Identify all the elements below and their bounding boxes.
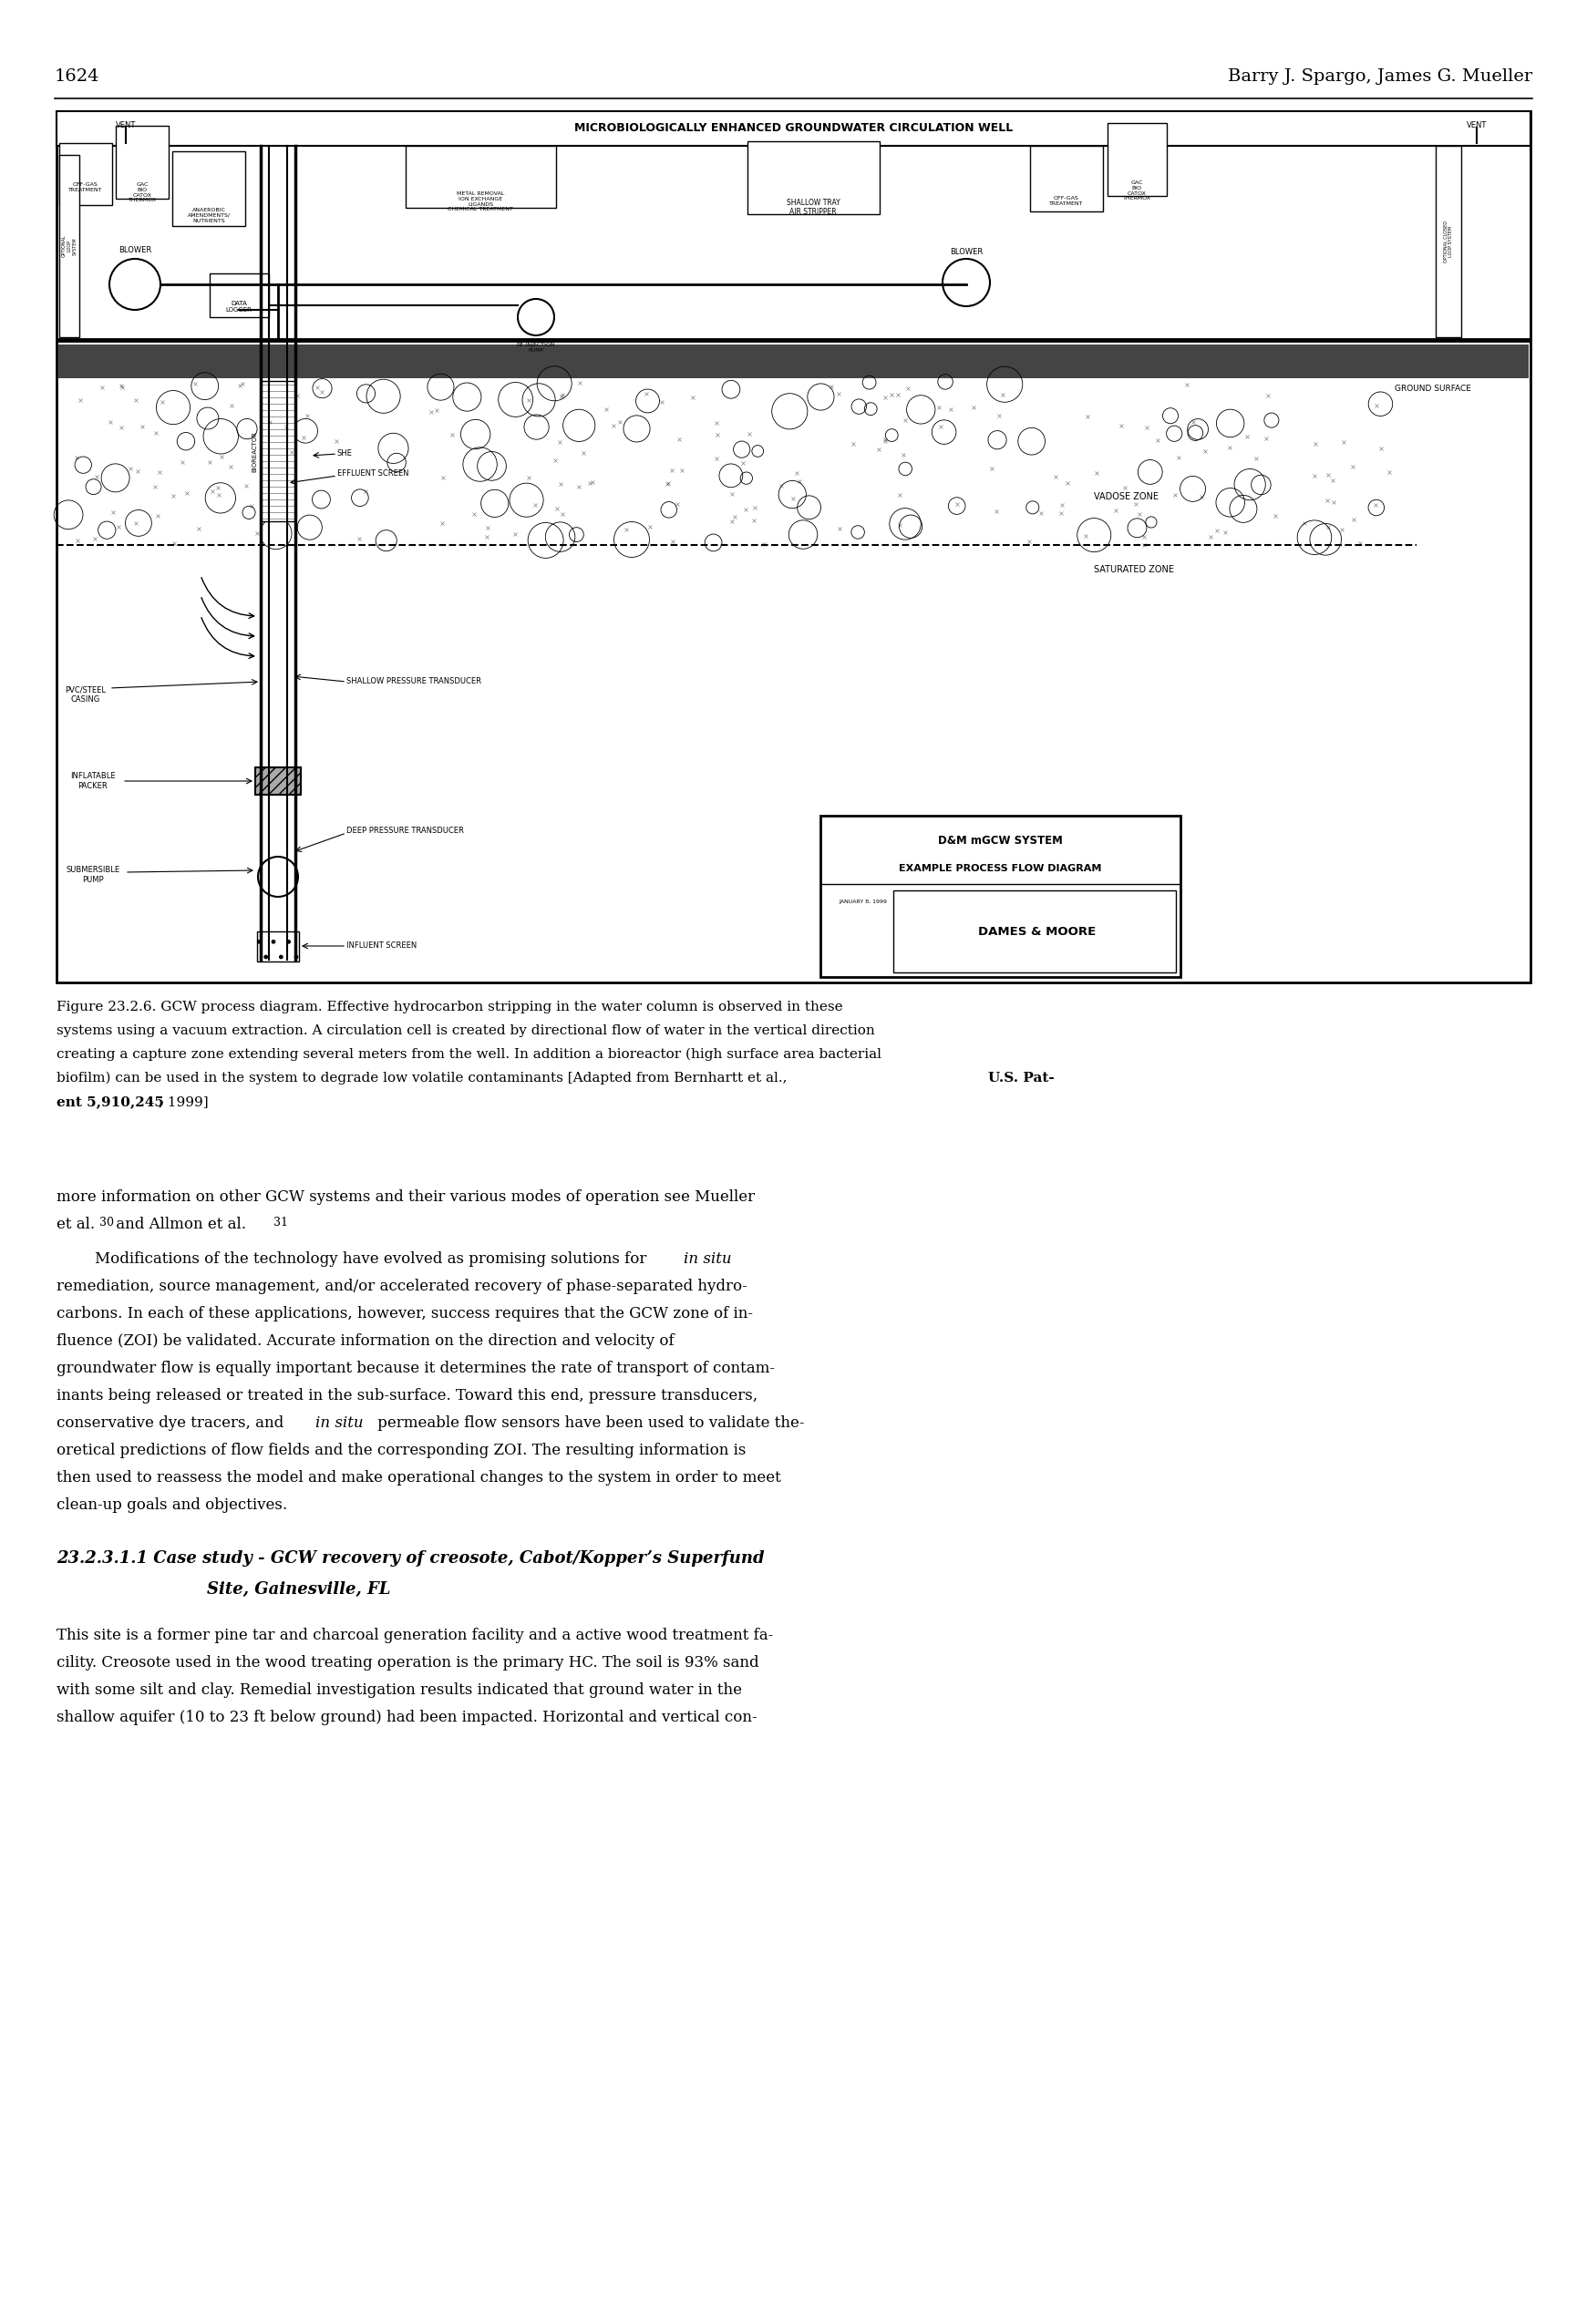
Text: DAMES & MOORE: DAMES & MOORE [978, 925, 1095, 937]
Bar [747, 142, 879, 214]
Text: , 1999]: , 1999] [159, 1095, 208, 1109]
Text: fluence (ZOI) be validated. Accurate information on the direction and velocity o: fluence (ZOI) be validated. Accurate inf… [57, 1334, 674, 1348]
Text: EFFLUENT SCREEN: EFFLUENT SCREEN [338, 469, 409, 479]
Circle shape [943, 258, 990, 307]
Text: OFF-GAS
TREATMENT: OFF-GAS TREATMENT [68, 181, 103, 193]
Text: SUBMERSIBLE
PUMP: SUBMERSIBLE PUMP [67, 867, 121, 883]
Text: GROUND SURFACE: GROUND SURFACE [1395, 383, 1471, 393]
Text: BLOWER: BLOWER [119, 246, 151, 253]
Text: clean-up goals and objectives.: clean-up goals and objectives. [57, 1497, 287, 1513]
Text: INFLUENT SCREEN: INFLUENT SCREEN [346, 941, 417, 951]
Bar [1108, 123, 1166, 195]
Bar [173, 151, 246, 225]
Text: creating a capture zone extending several meters from the well. In addition a bi: creating a capture zone extending severa… [57, 1048, 881, 1062]
Bar [406, 146, 555, 207]
Text: inants being released or treated in the sub-surface. Toward this end, pressure t: inants being released or treated in the … [57, 1387, 757, 1404]
Bar [116, 125, 168, 198]
Text: VADOSE ZONE: VADOSE ZONE [1093, 493, 1159, 502]
Text: GAC
BIO
CATOX
THERMOX: GAC BIO CATOX THERMOX [129, 181, 157, 202]
Text: in situ: in situ [316, 1415, 363, 1432]
Text: permeable flow sensors have been used to validate the-: permeable flow sensors have been used to… [373, 1415, 805, 1432]
Text: 23.2.3.1.1 Case study - GCW recovery of creosote, Cabot/Kopper’s Superfund: 23.2.3.1.1 Case study - GCW recovery of … [57, 1550, 765, 1566]
Bar [1030, 146, 1103, 211]
Text: with some silt and clay. Remedial investigation results indicated that ground wa: with some silt and clay. Remedial invest… [57, 1683, 743, 1699]
Text: ANAEROBIC
AMENDMENTS/
NUTRIENTS: ANAEROBIC AMENDMENTS/ NUTRIENTS [187, 207, 230, 223]
Text: DATA
LOGGER: DATA LOGGER [225, 300, 252, 314]
Text: GAC
BIO
CATOX
THERMOX: GAC BIO CATOX THERMOX [1122, 181, 1151, 200]
Text: 31: 31 [273, 1218, 289, 1229]
Bar [59, 344, 1528, 379]
Text: remediation, source management, and/or accelerated recovery of phase-separated h: remediation, source management, and/or a… [57, 1278, 747, 1294]
Text: Figure 23.2.6. GCW process diagram. Effective hydrocarbon stripping in the water: Figure 23.2.6. GCW process diagram. Effe… [57, 1002, 843, 1013]
Text: MICROBIOLOGICALLY ENHANCED GROUNDWATER CIRCULATION WELL: MICROBIOLOGICALLY ENHANCED GROUNDWATER C… [574, 123, 1013, 135]
Text: OPTIONAL
LOOP
SYSTEM: OPTIONAL LOOP SYSTEM [62, 235, 76, 258]
Text: D&M mGCW SYSTEM: D&M mGCW SYSTEM [938, 834, 1063, 848]
Text: and Allmon et al.: and Allmon et al. [111, 1218, 246, 1232]
Text: more information on other GCW systems and their various modes of operation see M: more information on other GCW systems an… [57, 1190, 755, 1204]
Text: SHE: SHE [338, 449, 352, 458]
Bar [257, 932, 298, 962]
Text: This site is a former pine tar and charcoal generation facility and a active woo: This site is a former pine tar and charc… [57, 1627, 773, 1643]
Text: SHALLOW PRESSURE TRANSDUCER: SHALLOW PRESSURE TRANSDUCER [346, 679, 481, 686]
Circle shape [259, 858, 298, 897]
Text: in situ: in situ [684, 1250, 732, 1267]
Text: oretical predictions of flow fields and the corresponding ZOI. The resulting inf: oretical predictions of flow fields and … [57, 1443, 746, 1457]
Text: SATURATED ZONE: SATURATED ZONE [1093, 565, 1174, 574]
Text: PVC/STEEL
CASING: PVC/STEEL CASING [65, 686, 106, 704]
Bar [59, 156, 79, 337]
Text: 30: 30 [100, 1218, 114, 1229]
Text: systems using a vacuum extraction. A circulation cell is created by directional : systems using a vacuum extraction. A cir… [57, 1025, 874, 1037]
Text: cility. Creosote used in the wood treating operation is the primary HC. The soil: cility. Creosote used in the wood treati… [57, 1655, 759, 1671]
Text: 1624: 1624 [54, 67, 100, 84]
Text: EXAMPLE PROCESS FLOW DIAGRAM: EXAMPLE PROCESS FLOW DIAGRAM [900, 865, 1101, 874]
Text: INFLATABLE
PACKER: INFLATABLE PACKER [70, 772, 116, 790]
Text: then used to reassess the model and make operational changes to the system in or: then used to reassess the model and make… [57, 1471, 781, 1485]
Text: DEEP PRESSURE TRANSDUCER: DEEP PRESSURE TRANSDUCER [346, 827, 463, 834]
Text: shallow aquifer (10 to 23 ft below ground) had been impacted. Horizontal and ver: shallow aquifer (10 to 23 ft below groun… [57, 1710, 757, 1724]
Bar [57, 112, 1530, 146]
Text: OFF-GAS
TREATMENT: OFF-GAS TREATMENT [1049, 195, 1084, 207]
Bar [209, 274, 268, 316]
Text: Modifications of the technology have evolved as promising solutions for: Modifications of the technology have evo… [57, 1250, 651, 1267]
Circle shape [110, 258, 160, 309]
Text: RE-INJECTION
PUMP: RE-INJECTION PUMP [516, 342, 555, 353]
Text: ent 5,910,245: ent 5,910,245 [57, 1095, 163, 1109]
Bar [57, 112, 1530, 983]
Text: VENT: VENT [1466, 121, 1487, 130]
Bar [59, 144, 113, 205]
Text: BLOWER: BLOWER [949, 249, 982, 256]
Text: METAL REMOVAL
ION EXCHANGE
LIGANDS
CHEMICAL TREATMENT: METAL REMOVAL ION EXCHANGE LIGANDS CHEMI… [448, 191, 513, 211]
Text: et al.: et al. [57, 1218, 95, 1232]
Bar [893, 890, 1176, 971]
Circle shape [517, 300, 554, 335]
Text: BIOREACTOR: BIOREACTOR [252, 430, 257, 472]
Text: VENT: VENT [116, 121, 136, 130]
Text: groundwater flow is equally important because it determines the rate of transpor: groundwater flow is equally important be… [57, 1360, 774, 1376]
Bar [1436, 146, 1462, 337]
Text: Site, Gainesville, FL: Site, Gainesville, FL [206, 1580, 390, 1597]
Text: SHALLOW TRAY
AIR STRIPPER: SHALLOW TRAY AIR STRIPPER [786, 198, 840, 216]
Bar [260, 381, 295, 521]
Text: carbons. In each of these applications, however, success requires that the GCW z: carbons. In each of these applications, … [57, 1306, 752, 1322]
Bar [256, 767, 302, 795]
Bar [820, 816, 1181, 976]
Text: U.S. Pat-: U.S. Pat- [989, 1071, 1054, 1085]
Text: biofilm) can be used in the system to degrade low volatile contaminants [Adapted: biofilm) can be used in the system to de… [57, 1071, 792, 1085]
Text: Barry J. Spargo, James G. Mueller: Barry J. Spargo, James G. Mueller [1228, 67, 1533, 84]
Text: JANUARY 8, 1999: JANUARY 8, 1999 [838, 899, 887, 904]
Text: conservative dye tracers, and: conservative dye tracers, and [57, 1415, 289, 1432]
Text: OPTIONAL CLOSED
LOOP SYSTEM: OPTIONAL CLOSED LOOP SYSTEM [1444, 221, 1454, 263]
